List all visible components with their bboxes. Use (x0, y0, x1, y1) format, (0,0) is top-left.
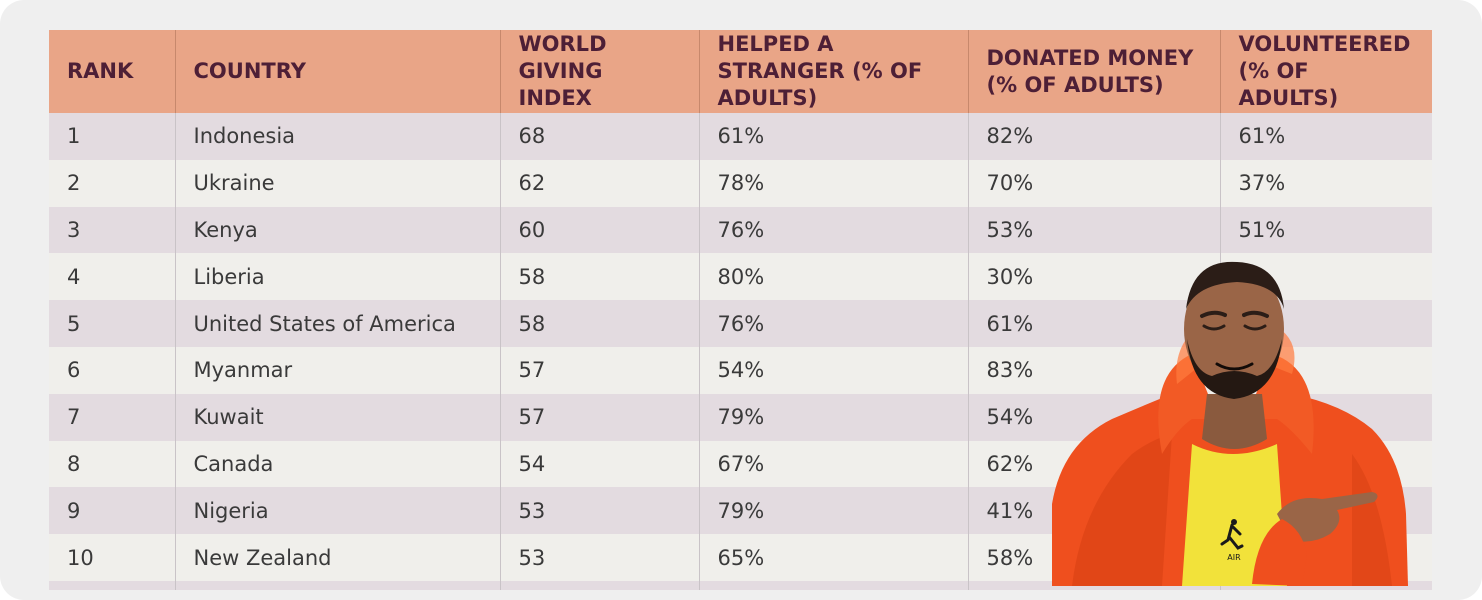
cell-country: Liberia (174, 253, 500, 301)
cell-helped: 61% (698, 113, 968, 160)
cell-helped: 65% (698, 534, 968, 581)
cell-index: 57 (499, 346, 699, 394)
cell-rank: 8 (49, 440, 175, 488)
table-row: 2 Ukraine 62 78% 70% 37% (49, 159, 1432, 207)
cell-rank: 2 (49, 159, 175, 207)
cell-donated: 70% (967, 159, 1220, 207)
jumpman-logo-icon (1220, 519, 1244, 550)
cell-index: 68 (499, 113, 699, 160)
table-row: 1 Indonesia 68 61% 82% 61% (49, 113, 1432, 160)
cell-donated: 30% (967, 253, 1220, 301)
cell-volunteered: 61% (1219, 113, 1432, 160)
cell-country: United States of America (174, 300, 500, 347)
cell-rank: 1 (49, 113, 175, 160)
header-donated-money: DONATED MONEY (% OF ADULTS) (967, 30, 1220, 113)
cell-helped: 76% (698, 300, 968, 347)
cell-volunteered: 51% (1219, 206, 1432, 254)
cell-helped: 79% (698, 393, 968, 441)
cell-helped: 67% (698, 440, 968, 488)
cell-index: 60 (499, 206, 699, 254)
cell-rank: 7 (49, 393, 175, 441)
cell-donated: 53% (967, 206, 1220, 254)
cell-rank: 4 (49, 253, 175, 301)
header-rank: RANK (49, 30, 175, 113)
cell-helped: 76% (698, 206, 968, 254)
cell-index: 54 (499, 440, 699, 488)
cell-rank: 10 (49, 534, 175, 581)
cell-country: Ukraine (174, 159, 500, 207)
table-row: 5 United States of America 58 76% 61% (49, 300, 1432, 347)
cell-country: New Zealand (174, 534, 500, 581)
cell-index: 53 (499, 534, 699, 581)
cell-helped: 78% (698, 159, 968, 207)
cell-donated: 82% (967, 113, 1220, 160)
cell-rank: 9 (49, 487, 175, 535)
person-pointing-illustration: AIR (1052, 261, 1408, 586)
cell-donated: 61% (967, 300, 1220, 347)
table-row: 3 Kenya 60 76% 53% 51% (49, 206, 1432, 254)
jacket-sleeve (1252, 519, 1307, 586)
head (1184, 265, 1284, 393)
cell-index: 58 (499, 253, 699, 301)
header-volunteered: VOLUNTEERED (% OF ADULTS) (1219, 30, 1432, 113)
cell-rank: 3 (49, 206, 175, 254)
cell-helped: 54% (698, 346, 968, 394)
header-world-giving-index: WORLD GIVING INDEX (499, 30, 699, 113)
pointing-hand (1277, 492, 1378, 542)
beard (1187, 339, 1282, 399)
cell-helped: 79% (698, 487, 968, 535)
cell-country: Nigeria (174, 487, 500, 535)
header-country: COUNTRY (174, 30, 500, 113)
header-helped-stranger: HELPED A STRANGER (% OF ADULTS) (698, 30, 968, 113)
cell-index: 62 (499, 159, 699, 207)
cell-country: Kenya (174, 206, 500, 254)
header-row: RANK COUNTRY WORLD GIVING INDEX HELPED A… (49, 30, 1432, 113)
cell-country: Myanmar (174, 346, 500, 394)
cell-country: Canada (174, 440, 500, 488)
cell-rank: 5 (49, 300, 175, 347)
cell-index: 53 (499, 487, 699, 535)
cell-helped: 80% (698, 253, 968, 301)
cell-volunteered: 37% (1219, 159, 1432, 207)
cell-rank: 6 (49, 346, 175, 394)
cell-index: 58 (499, 300, 699, 347)
shirt-logo-text: AIR (1227, 553, 1241, 562)
cell-index: 57 (499, 393, 699, 441)
cell-country: Indonesia (174, 113, 500, 160)
cell-country: Kuwait (174, 393, 500, 441)
